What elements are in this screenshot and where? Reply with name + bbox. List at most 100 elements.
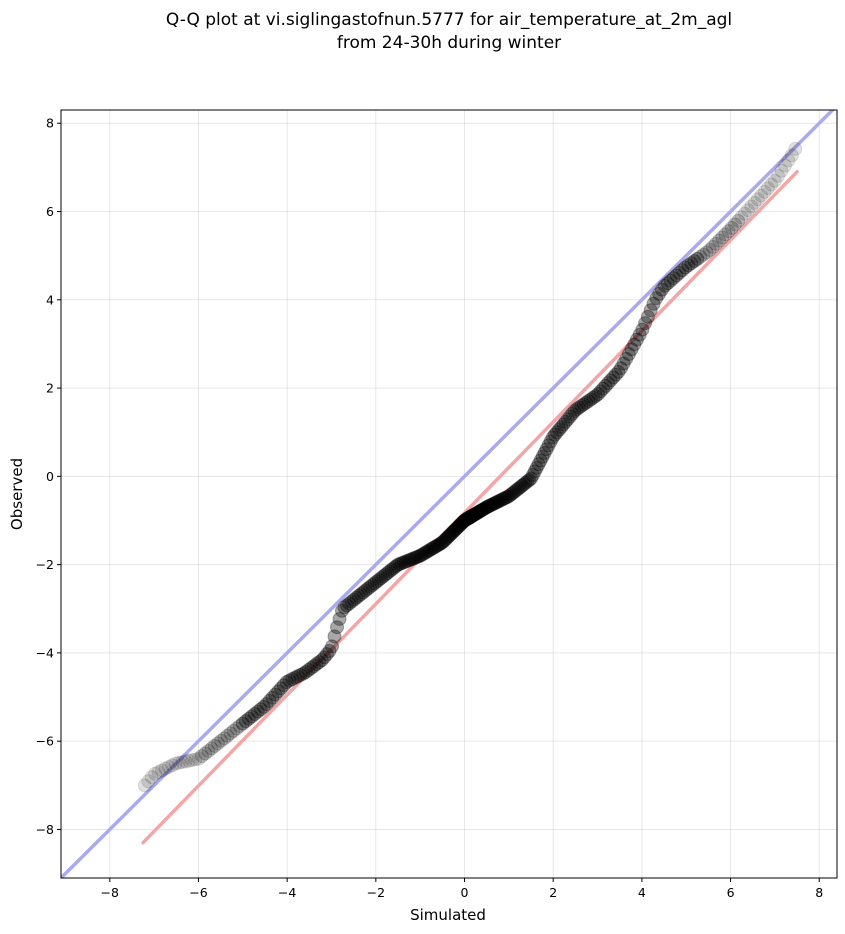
qq-point [185, 753, 200, 768]
qq-point [430, 538, 445, 553]
qq-point [461, 511, 476, 526]
qq-point [467, 507, 482, 522]
qq-point [356, 585, 371, 600]
qq-point [309, 657, 324, 672]
qq-point [784, 148, 799, 163]
qq-point [314, 653, 329, 668]
qq-point [760, 181, 775, 196]
qq-point [619, 351, 634, 366]
qq-point [529, 460, 544, 475]
qq-point [226, 723, 241, 738]
qq-point [509, 482, 524, 497]
qq-point [771, 168, 786, 183]
qq-point [210, 736, 225, 751]
qq-point [178, 754, 193, 769]
qq-point [402, 553, 417, 568]
qq-point [515, 478, 530, 493]
qq-point [767, 173, 782, 188]
qq-point [472, 504, 487, 519]
y-tick-label: −2 [36, 557, 54, 572]
qq-point [445, 525, 460, 540]
qq-point [274, 681, 289, 696]
qq-point [175, 755, 190, 770]
qq-point [495, 492, 510, 507]
qq-point [469, 506, 484, 521]
qq-point [398, 554, 413, 569]
qq-point [500, 490, 515, 505]
qq-point [463, 510, 478, 525]
qq-point [220, 728, 235, 743]
qq-point [434, 535, 449, 550]
qq-point [455, 515, 470, 530]
qq-point [506, 485, 521, 500]
qq-point [325, 639, 340, 654]
x-tick-label: −4 [278, 885, 296, 900]
qq-point [447, 523, 462, 538]
qq-point [463, 509, 478, 524]
qq-point [417, 545, 432, 560]
qq-point [498, 490, 513, 505]
qq-point [563, 409, 578, 424]
qq-point [621, 347, 636, 362]
qq-point [322, 643, 337, 658]
qq-point [296, 666, 311, 681]
qq-point [586, 390, 601, 405]
qq-point [168, 756, 183, 771]
qq-point [301, 662, 316, 677]
qq-point [524, 471, 539, 486]
qq-point [188, 752, 203, 767]
qq-point [611, 364, 626, 379]
qq-point [290, 669, 305, 684]
qq-point [565, 406, 580, 421]
grid [61, 110, 837, 878]
x-tick-label: 6 [727, 885, 735, 900]
qq-point [317, 650, 332, 665]
qq-point [394, 556, 409, 571]
qq-point [334, 603, 349, 618]
qq-point [596, 381, 611, 396]
qq-point [374, 571, 389, 586]
qq-point [788, 141, 803, 156]
qq-point [475, 502, 490, 517]
qq-point [624, 342, 639, 357]
qq-point [384, 562, 399, 577]
qq-point [425, 541, 440, 556]
x-tick-label: 8 [815, 885, 823, 900]
qq-point [638, 316, 653, 331]
x-tick-label: −8 [101, 885, 119, 900]
x-axis-label: Simulated [410, 906, 486, 924]
qq-point [483, 498, 498, 513]
qq-point [232, 718, 247, 733]
qq-point [675, 263, 690, 278]
qq-point [549, 425, 564, 440]
qq-point [750, 192, 765, 207]
y-tick-label: −8 [36, 822, 54, 837]
qq-point [737, 206, 752, 221]
qq-point [764, 177, 779, 192]
qq-point [492, 493, 507, 508]
qq-point [312, 655, 327, 670]
qq-point [244, 709, 259, 724]
qq-point [488, 495, 503, 510]
qq-point [438, 532, 453, 547]
qq-point [494, 493, 509, 508]
qq-point [360, 581, 375, 596]
qq-point [194, 749, 209, 764]
qq-point [632, 327, 647, 342]
qq-point [598, 378, 613, 393]
qq-point [471, 505, 486, 520]
qq-point [342, 596, 357, 611]
qq-point [774, 163, 789, 178]
qq-point [405, 551, 420, 566]
qq-point [666, 271, 681, 286]
y-tick-label: −4 [36, 645, 54, 660]
qq-point [191, 751, 206, 766]
qq-point [365, 578, 380, 593]
qq-point [508, 484, 523, 499]
y-axis-ticks: −8 −6 −4 −2 0 2 4 6 8 [36, 116, 61, 837]
data-points [137, 141, 803, 793]
qq-point [583, 392, 598, 407]
y-axis-label: Observed [8, 458, 26, 530]
qq-point [569, 402, 584, 417]
qq-point [207, 738, 222, 753]
